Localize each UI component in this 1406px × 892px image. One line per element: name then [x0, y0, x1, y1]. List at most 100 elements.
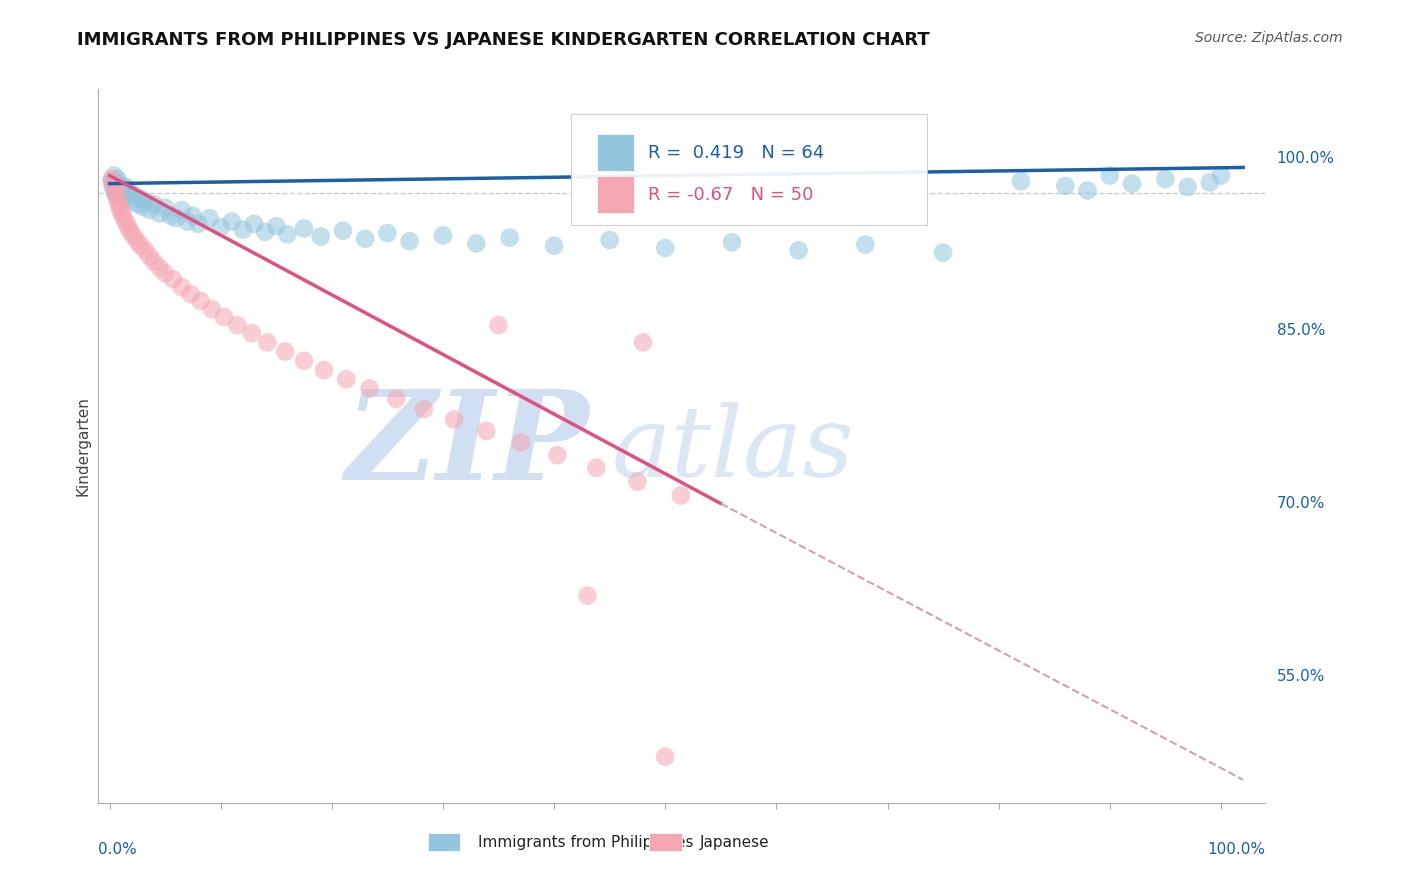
Point [108, 182, 131, 196]
Point [546, 448, 568, 462]
Point [107, 194, 129, 209]
Point [631, 335, 654, 350]
Point [162, 272, 184, 286]
Point [413, 402, 436, 417]
Point [115, 216, 138, 230]
Point [1154, 172, 1177, 186]
Text: 55.0%: 55.0% [1277, 669, 1324, 683]
Point [105, 172, 128, 186]
Point [143, 197, 166, 211]
Point [198, 211, 221, 226]
Point [105, 192, 128, 206]
Point [105, 177, 128, 191]
Point [654, 241, 676, 255]
Point [138, 249, 160, 263]
Point [1010, 174, 1032, 188]
Bar [427, 833, 460, 851]
Point [127, 197, 149, 211]
Point [332, 224, 354, 238]
Point [121, 194, 143, 208]
Point [432, 228, 454, 243]
Point [787, 244, 810, 258]
Point [114, 186, 136, 201]
Point [543, 238, 565, 252]
Point [129, 192, 152, 206]
Point [576, 589, 599, 603]
Point [932, 245, 955, 260]
Point [104, 186, 127, 200]
Text: Source: ZipAtlas.com: Source: ZipAtlas.com [1195, 31, 1343, 45]
Point [256, 335, 278, 350]
Point [117, 220, 139, 235]
Point [165, 211, 187, 226]
Text: IMMIGRANTS FROM PHILIPPINES VS JAPANESE KINDERGARTEN CORRELATION CHART: IMMIGRANTS FROM PHILIPPINES VS JAPANESE … [77, 31, 931, 49]
Point [853, 237, 876, 252]
Point [335, 372, 357, 386]
Point [115, 180, 138, 194]
Point [443, 412, 465, 426]
Point [212, 310, 235, 324]
Point [122, 229, 145, 244]
Point [129, 238, 152, 252]
Point [721, 235, 744, 250]
Point [465, 236, 488, 251]
Point [108, 200, 131, 214]
Point [1077, 184, 1099, 198]
Point [134, 244, 156, 258]
Point [509, 435, 531, 450]
Point [240, 326, 263, 341]
Point [1198, 176, 1220, 190]
Point [170, 280, 193, 294]
Point [127, 234, 149, 248]
Point [180, 287, 202, 301]
Point [1054, 178, 1077, 193]
Point [135, 194, 157, 209]
Point [110, 202, 132, 217]
Point [103, 180, 125, 194]
Text: Japanese: Japanese [699, 835, 769, 849]
Point [190, 293, 212, 308]
Point [107, 188, 129, 202]
Point [153, 266, 176, 280]
Point [105, 188, 128, 202]
Point [359, 381, 381, 395]
Point [138, 202, 160, 217]
FancyBboxPatch shape [571, 114, 927, 225]
Point [148, 206, 170, 220]
Point [201, 301, 224, 316]
Point [654, 749, 676, 764]
Point [398, 234, 420, 248]
Point [498, 230, 520, 244]
Bar [650, 833, 682, 851]
Point [209, 220, 232, 235]
Point [111, 206, 134, 220]
Point [148, 260, 170, 275]
Point [117, 190, 139, 204]
Text: atlas: atlas [612, 402, 855, 497]
Point [159, 209, 181, 223]
Point [122, 188, 145, 202]
Y-axis label: Kindergarten: Kindergarten [75, 396, 90, 496]
Bar [596, 134, 634, 171]
Text: R = -0.67   N = 50: R = -0.67 N = 50 [648, 186, 814, 203]
Point [385, 392, 408, 406]
Point [132, 200, 155, 214]
Point [1098, 169, 1121, 183]
Point [100, 172, 122, 186]
Text: 0.0%: 0.0% [98, 842, 138, 856]
Text: 70.0%: 70.0% [1277, 496, 1324, 511]
Point [101, 180, 124, 194]
Point [118, 185, 141, 199]
Point [111, 184, 134, 198]
Point [101, 177, 124, 191]
Point [274, 344, 297, 359]
Point [100, 174, 122, 188]
Point [1121, 177, 1143, 191]
Point [232, 222, 254, 236]
Point [254, 225, 277, 239]
Text: R =  0.419   N = 64: R = 0.419 N = 64 [648, 145, 824, 162]
Text: Immigrants from Philippines: Immigrants from Philippines [478, 835, 693, 849]
Point [187, 217, 209, 231]
Point [111, 192, 134, 206]
Point [354, 232, 377, 246]
